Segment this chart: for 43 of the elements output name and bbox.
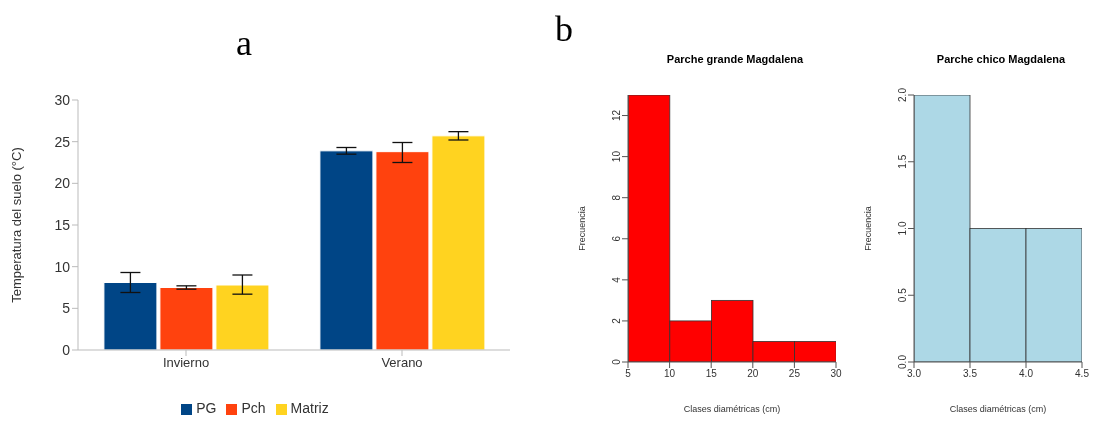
x-tick-label: 10 [664, 368, 676, 380]
y-tick-label: 8 [610, 194, 622, 201]
x-tick-label: 30 [830, 368, 842, 380]
chart-title: Parche grande Magdalena [665, 53, 805, 65]
y-tick-label: 1.5 [896, 154, 908, 169]
text: b [555, 8, 573, 50]
y-tick-label: 4 [610, 276, 622, 283]
y-tick-label: 0.0 [896, 354, 908, 369]
y-tick-label: 10 [54, 258, 71, 275]
x-tick-label: 4.5 [1075, 368, 1090, 380]
y-tick-label: 6 [610, 235, 622, 242]
y-tick-label: 15 [54, 216, 71, 233]
y-tick-label: 0.5 [896, 287, 908, 303]
y-tick-label: 30 [54, 91, 71, 108]
legend-label: Pch [241, 400, 266, 416]
y-tick-label: 5 [62, 300, 71, 317]
x-tick-label: 3.0 [907, 368, 922, 380]
y-tick-label: 2.0 [896, 87, 908, 102]
x-tick-label: 5 [625, 368, 632, 380]
y-tick-label: 10 [610, 150, 622, 163]
chart-title: Parche chico Magdalena [935, 53, 1067, 65]
legend-label: Matriz [290, 400, 329, 416]
x-tick-label: 25 [788, 368, 801, 380]
y-tick-label: 1.0 [896, 221, 908, 236]
x-tick-label: Invierno [162, 355, 210, 371]
x-tick-label: 20 [747, 368, 759, 380]
x-tick-label: 4.0 [1019, 368, 1034, 380]
y-axis-title: Temperatura del suelo (°C) [8, 147, 24, 303]
x-axis-title: Clases diamétricas (cm) [683, 404, 781, 414]
x-axis-title: Clases diamétricas (cm) [949, 404, 1047, 414]
y-tick-label: 20 [54, 175, 71, 192]
x-tick-label: 15 [705, 368, 718, 380]
y-tick-label: 25 [54, 133, 71, 150]
y-axis-title: Frecuencia [577, 206, 588, 251]
y-axis-title: Frecuencia [863, 206, 874, 251]
y-tick-label: 0 [62, 341, 71, 358]
x-tick-label: Verano [381, 355, 423, 371]
legend-label: PG [196, 400, 217, 416]
y-tick-label: 0 [610, 358, 622, 365]
y-tick-label: 12 [610, 109, 622, 122]
y-tick-label: 2 [610, 317, 622, 324]
text: a [236, 22, 252, 64]
x-tick-label: 3.5 [963, 368, 978, 380]
